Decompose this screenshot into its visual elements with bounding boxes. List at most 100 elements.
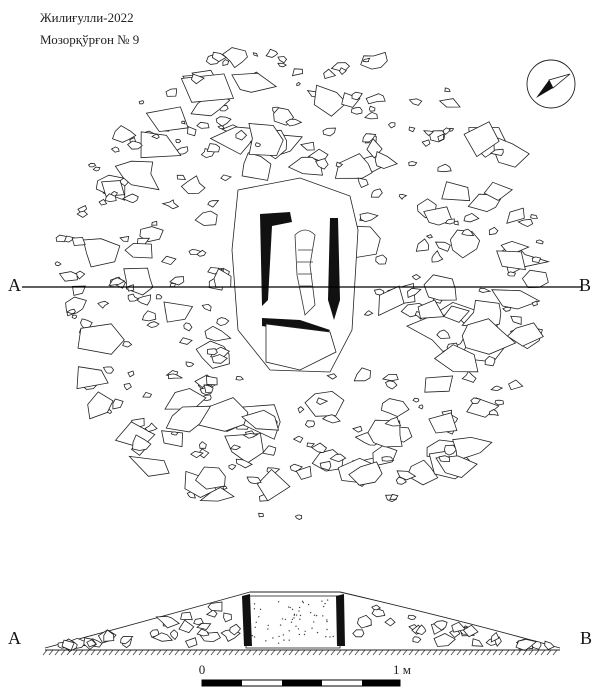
stone [163, 301, 194, 323]
hatch-line [204, 649, 210, 656]
hatch-line [174, 649, 180, 656]
stone [530, 214, 538, 219]
hatch-line [414, 649, 420, 656]
stone [229, 623, 242, 636]
stone [213, 268, 232, 288]
stone [76, 209, 89, 218]
stone [395, 476, 407, 485]
stone [421, 139, 431, 147]
stone [425, 234, 434, 239]
stone [205, 375, 218, 386]
soil-dot [313, 621, 315, 623]
stone [127, 293, 140, 302]
soil-dot [299, 618, 301, 620]
stone [483, 181, 514, 201]
stone [368, 105, 376, 112]
stone [389, 493, 399, 500]
hatch-line [456, 649, 462, 656]
stone [169, 629, 179, 641]
hatch-line [78, 649, 84, 656]
hatch-line [360, 649, 366, 656]
stone [362, 133, 377, 143]
soil-dot [253, 636, 256, 638]
hatch-line [48, 649, 54, 656]
stone [127, 370, 135, 378]
stone [408, 98, 423, 106]
stone [470, 397, 482, 405]
hatch-line [426, 649, 432, 656]
soil-dot [303, 633, 306, 636]
soil-dot [326, 619, 328, 621]
stone [123, 382, 132, 391]
stone [235, 375, 244, 381]
stone [168, 373, 183, 380]
soil-dot [254, 626, 256, 628]
hatch-line [300, 649, 306, 656]
hatch-line [420, 649, 426, 656]
stone [169, 282, 176, 288]
hatch-line [276, 649, 282, 656]
stone [408, 126, 416, 133]
soil-dot [267, 628, 269, 630]
stone [180, 611, 193, 621]
stone [187, 125, 197, 137]
stone [371, 604, 382, 611]
stone [311, 442, 328, 454]
stone [120, 635, 134, 645]
stone [356, 614, 372, 629]
stone [215, 116, 232, 127]
soil-dot [283, 639, 285, 641]
hatch-line [270, 649, 276, 656]
soil-dot [253, 603, 256, 605]
soil-dot [288, 639, 290, 641]
stone [248, 123, 284, 157]
hatch-line [402, 649, 408, 656]
hatch-line [84, 649, 90, 656]
hatch-line [144, 649, 150, 656]
hatch-line [246, 649, 252, 656]
hatch-line [198, 649, 204, 656]
hatch-line [180, 649, 186, 656]
soil-dot [277, 601, 280, 603]
stone [142, 391, 153, 398]
soil-dot [290, 621, 293, 623]
stone [285, 118, 303, 127]
stone [351, 107, 363, 115]
stone [381, 456, 395, 462]
stone [161, 430, 184, 448]
hatch-line [450, 649, 456, 656]
hatch-line [390, 649, 396, 656]
soil-dot [298, 606, 301, 609]
hatch-line [192, 649, 198, 656]
stone [144, 422, 158, 432]
stone [380, 398, 410, 418]
compass [526, 59, 576, 109]
stone [471, 638, 484, 647]
hatch-line [132, 649, 138, 656]
stone [365, 93, 386, 105]
hatch-line [318, 649, 324, 656]
stone [75, 270, 86, 280]
stone [451, 621, 467, 633]
stone [362, 57, 371, 63]
soil-dot [277, 642, 280, 644]
hatch-line [264, 649, 270, 656]
soil-dot [253, 608, 256, 610]
stone [463, 212, 480, 223]
soil-dot [295, 614, 298, 616]
hatch-line [438, 649, 444, 656]
hatch-line [504, 649, 510, 656]
stone [241, 409, 280, 431]
stone [378, 285, 405, 317]
stone [294, 514, 303, 520]
stone [211, 354, 228, 364]
section-label: A [8, 275, 21, 295]
stone [384, 617, 396, 627]
soil-dot [258, 616, 260, 618]
stone [126, 140, 143, 150]
stone [97, 300, 110, 309]
stone [180, 175, 206, 195]
stone [461, 228, 475, 237]
stone [357, 177, 369, 189]
stone [108, 277, 126, 286]
